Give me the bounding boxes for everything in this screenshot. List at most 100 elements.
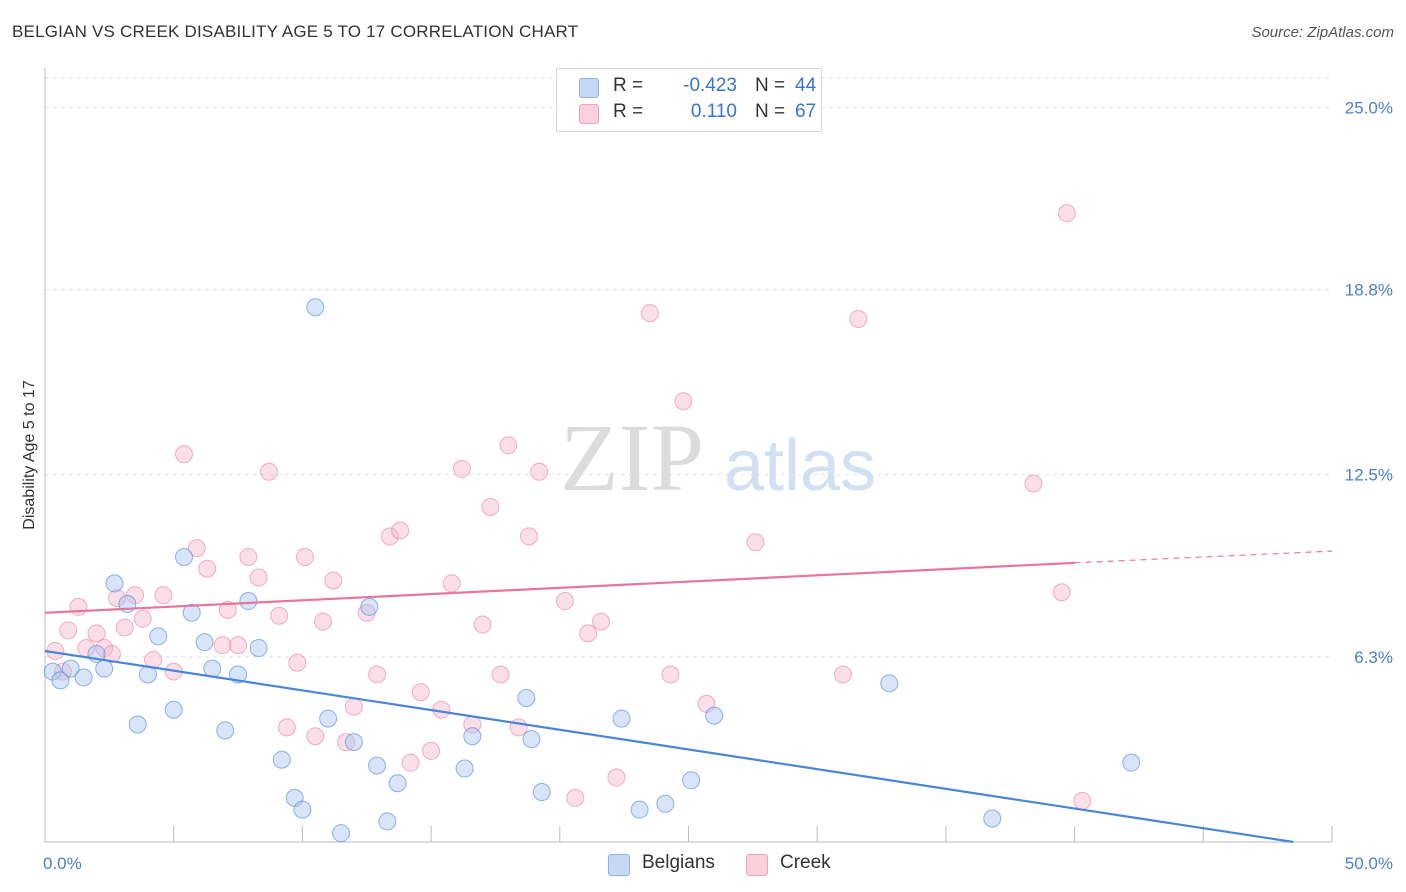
belgians-trend-line (44, 649, 1294, 844)
creek-point (579, 624, 598, 643)
belgians-point (272, 750, 291, 769)
creek-point (277, 718, 296, 737)
creek-point (422, 741, 441, 760)
belgians-point (880, 674, 899, 693)
creek-swatch (579, 104, 599, 124)
belgians-point (344, 733, 363, 752)
belgians-point (455, 759, 474, 778)
belgians-point (522, 730, 541, 749)
belgians-point (360, 597, 379, 616)
creek-point (442, 574, 461, 593)
creek-point (591, 612, 610, 631)
r-value: 0.110 (690, 101, 737, 122)
belgians-point (128, 715, 147, 734)
belgians-point (656, 794, 675, 813)
creek-point (69, 597, 88, 616)
y-tick-label: 25.0% (1345, 98, 1393, 117)
belgians-point (630, 800, 649, 819)
belgians-point (319, 709, 338, 728)
creek-point (1073, 791, 1092, 810)
r-label: R = (613, 75, 644, 96)
creek-point (344, 697, 363, 716)
creek-point (380, 527, 399, 546)
belgians-point (517, 689, 536, 708)
creek-point (59, 621, 78, 640)
y-tick-label: 12.5% (1345, 466, 1393, 485)
creek-trend-line (44, 561, 1075, 614)
creek-point (213, 636, 232, 655)
belgians-point (216, 721, 235, 740)
belgians-point (105, 574, 124, 593)
belgians-point (983, 809, 1002, 828)
series-legend: Belgians Creek (0, 852, 1406, 878)
creek-point (473, 615, 492, 634)
belgians-point (306, 298, 325, 317)
creek-point (154, 586, 173, 605)
belgians-swatch (608, 854, 630, 876)
trend-lines (44, 550, 1333, 844)
legend-label-creek: Creek (780, 852, 831, 873)
creek-point (566, 788, 585, 807)
creek-point (174, 445, 193, 464)
n-label: N = (755, 101, 786, 122)
belgians-point (95, 659, 114, 678)
creek-point (270, 606, 289, 625)
creek-point (1052, 583, 1071, 602)
creek-point (833, 665, 852, 684)
creek-point (87, 624, 106, 643)
belgians-point (164, 700, 183, 719)
creek-point (187, 539, 206, 558)
creek-point (115, 618, 134, 637)
creek-point (849, 309, 868, 328)
creek-point (133, 609, 152, 628)
belgians-swatch (579, 78, 599, 98)
creek-point (411, 683, 430, 702)
belgians-point (705, 706, 724, 725)
r-value: -0.423 (683, 75, 737, 96)
belgians-point (612, 709, 631, 728)
creek-point (555, 592, 574, 611)
y-tick-label: 6.3% (1354, 648, 1393, 667)
creek-point (391, 521, 410, 540)
creek-point (452, 459, 471, 478)
belgians-point (532, 783, 551, 802)
belgians-point (388, 774, 407, 793)
belgians-point (182, 603, 201, 622)
correlation-legend: R = -0.423 N = 44 R = 0.110 N = 67 (556, 68, 822, 132)
belgians-point (239, 592, 258, 611)
creek-point (499, 436, 518, 455)
x-tick-label: 0.0% (43, 854, 82, 873)
watermark-zip: ZIP (560, 404, 704, 511)
creek-point (640, 304, 659, 323)
watermark-atlas: atlas (724, 426, 876, 506)
creek-point (530, 462, 549, 481)
creek-point (607, 768, 626, 787)
belgians-point (149, 627, 168, 646)
creek-point (324, 571, 343, 590)
belgians-point (61, 659, 80, 678)
y-tick-labels: 6.3% 12.5% 18.8% 25.0% (1345, 98, 1393, 666)
creek-point (313, 612, 332, 631)
x-tick-labels: 0.0% 50.0% (43, 854, 1393, 873)
creek-point (295, 547, 314, 566)
belgians-points (43, 298, 1141, 843)
belgians-point (229, 665, 248, 684)
belgians-point (378, 812, 397, 831)
creek-point (481, 498, 500, 517)
creek-point (674, 392, 693, 411)
n-value: 44 (795, 75, 817, 96)
belgians-point (293, 800, 312, 819)
chart-source: Source: ZipAtlas.com (1251, 24, 1394, 41)
creek-point (288, 653, 307, 672)
creek-point (229, 636, 248, 655)
belgians-point (463, 727, 482, 746)
r-label: R = (613, 101, 644, 122)
belgians-point (249, 639, 268, 658)
belgians-point (332, 824, 351, 843)
creek-point (746, 533, 765, 552)
creek-point (519, 527, 538, 546)
creek-point (1057, 204, 1076, 223)
belgians-point (195, 633, 214, 652)
creek-point (108, 589, 127, 608)
